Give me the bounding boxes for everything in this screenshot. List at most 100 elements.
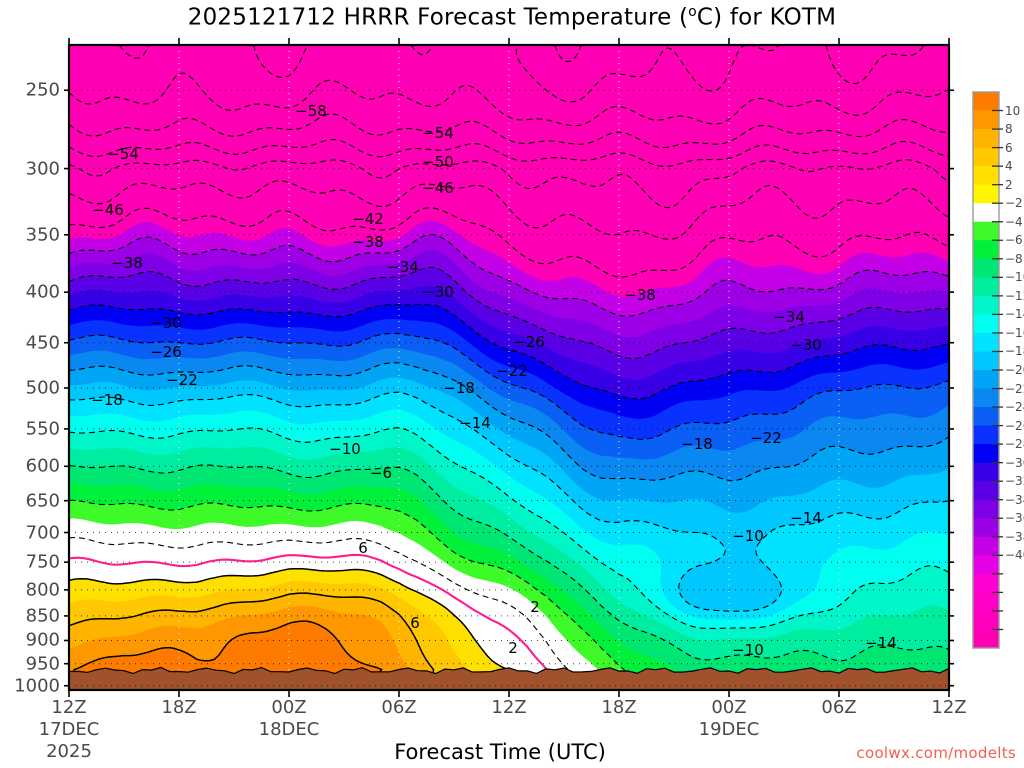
y-axis-tick-label: 450 xyxy=(25,332,60,354)
contour--62 xyxy=(69,72,949,127)
colorbar-swatch-21 xyxy=(973,481,999,501)
colorbar-swatch-13 xyxy=(973,332,999,352)
colorbar-swatch-14 xyxy=(973,351,999,371)
x-axis-tick-label: 06Z xyxy=(381,697,417,718)
contour--34 xyxy=(69,266,949,360)
colorbar-swatch-20 xyxy=(973,462,999,482)
contour-label: −30 xyxy=(150,314,182,332)
colorbar-tick-label: −10 xyxy=(1005,270,1024,285)
y-axis-tick-label: 400 xyxy=(25,281,60,303)
colorbar-tick-label: 4 xyxy=(1005,159,1013,174)
colorbar-tick-label: −14 xyxy=(1005,307,1024,322)
colorbar-swatch-12 xyxy=(973,314,999,334)
title-prefix: 2025121712 HRRR Forecast Temperature ( xyxy=(187,4,689,31)
freezing-level-line xyxy=(69,553,549,690)
colorbar-swatch-9 xyxy=(973,258,999,278)
contour-label: −30 xyxy=(422,283,454,301)
x-axis-date-label: 17DEC xyxy=(38,719,100,740)
colorbar-tick-label: −8 xyxy=(1005,251,1023,266)
x-axis-title: Forecast Time (UTC) xyxy=(394,740,606,764)
contour-label: 2 xyxy=(508,639,518,657)
contour--46 xyxy=(69,180,949,240)
colorbar-swatch-26 xyxy=(973,573,999,593)
colorbar-tick-label: −12 xyxy=(1005,288,1024,303)
contour-label: −22 xyxy=(166,371,198,389)
x-axis-tick-label: 12Z xyxy=(51,697,87,718)
contour-label: −18 xyxy=(443,379,475,397)
contour-label: −10 xyxy=(732,527,764,545)
contour-label: −30 xyxy=(790,336,822,354)
colorbar-swatch-28 xyxy=(973,610,999,630)
contour-label: 2 xyxy=(530,598,540,616)
contour-label: −46 xyxy=(92,201,124,219)
contour-2 xyxy=(69,567,509,690)
colorbar-swatch-25 xyxy=(973,555,999,575)
colorbar-swatch-10 xyxy=(973,277,999,297)
contour--18 xyxy=(69,391,949,612)
contour--38 xyxy=(69,234,949,317)
colorbar-swatch-16 xyxy=(973,388,999,408)
x-axis-tick-label: 18Z xyxy=(161,697,197,718)
contour-label: −14 xyxy=(459,414,491,432)
contour--70 xyxy=(554,45,582,63)
contour-label: 6 xyxy=(358,539,368,557)
contour-label: −18 xyxy=(681,435,713,453)
terrain-fill xyxy=(69,667,949,690)
colorbar-tick-label: −22 xyxy=(1005,381,1024,396)
y-axis-tick-label: 1000 xyxy=(14,675,60,697)
colorbar-swatch-1 xyxy=(973,110,999,130)
x-axis-tick-label: 18Z xyxy=(601,697,637,718)
x-axis-date-label: 19DEC xyxy=(698,719,760,740)
colorbar-tick-label: −20 xyxy=(1005,363,1024,377)
colorbar-tick-label: −16 xyxy=(1005,325,1024,340)
colorbar-swatch-18 xyxy=(973,425,999,445)
colorbar-tick-label: −40 xyxy=(1005,548,1024,563)
y-axis-tick-label: 850 xyxy=(25,605,60,627)
contour-line-layer xyxy=(69,45,949,690)
colorbar-swatch-27 xyxy=(973,592,999,612)
contour--10 xyxy=(69,464,949,662)
y-axis-tick-label: 500 xyxy=(25,377,60,399)
contour-label: −54 xyxy=(107,145,139,163)
contour--66 xyxy=(118,45,925,103)
colorbar-swatch-7 xyxy=(973,221,999,241)
contour-label: −38 xyxy=(624,286,656,304)
colorbar-swatch-5 xyxy=(973,184,999,204)
colorbar-swatch-11 xyxy=(973,295,999,315)
colorbar-tick-label: −4 xyxy=(1005,214,1023,229)
y-axis-tick-label: 950 xyxy=(25,653,60,675)
contour--14 xyxy=(69,427,949,629)
colorbar-tick-label: −32 xyxy=(1005,474,1024,489)
contour-label: −6 xyxy=(370,464,392,482)
colorbar-tick-label: −24 xyxy=(1005,400,1024,415)
degree-symbol: o xyxy=(688,4,697,20)
colorbar-tick-label: −36 xyxy=(1005,511,1024,526)
contour--30 xyxy=(69,303,949,400)
contour--6 xyxy=(69,499,627,690)
contour-labels: −58−54−54−50−46−46−42−38−38−38−34−34−30−… xyxy=(91,102,897,659)
contour-label: −10 xyxy=(732,641,764,659)
contour-label: −22 xyxy=(496,362,528,380)
axis-ticks xyxy=(64,38,954,697)
colorbar-tick-label: 8 xyxy=(1005,122,1013,137)
colorbar-swatch-0 xyxy=(973,92,999,111)
contour--2 xyxy=(69,536,570,690)
colorbar-swatch-3 xyxy=(973,147,999,167)
y-axis-tick-label: 550 xyxy=(25,418,60,440)
contour-label: −46 xyxy=(422,179,454,197)
contour-label: −14 xyxy=(790,509,822,527)
x-axis-tick-label: 06Z xyxy=(821,697,857,718)
contour-label: −18 xyxy=(91,391,123,409)
y-axis-tick-label: 900 xyxy=(25,629,60,651)
colorbar-swatch-17 xyxy=(973,407,999,426)
contour-label: −54 xyxy=(422,124,454,142)
y-axis-tick-label: 350 xyxy=(25,224,60,246)
contour-label: −58 xyxy=(295,102,327,120)
colorbar-tick-label: −38 xyxy=(1005,529,1024,544)
x-axis-tick-label: 00Z xyxy=(711,697,747,718)
contour-label: −38 xyxy=(111,254,143,272)
y-axis-tick-label: 700 xyxy=(25,522,60,544)
colorbar-tick-label: −30 xyxy=(1005,455,1024,470)
